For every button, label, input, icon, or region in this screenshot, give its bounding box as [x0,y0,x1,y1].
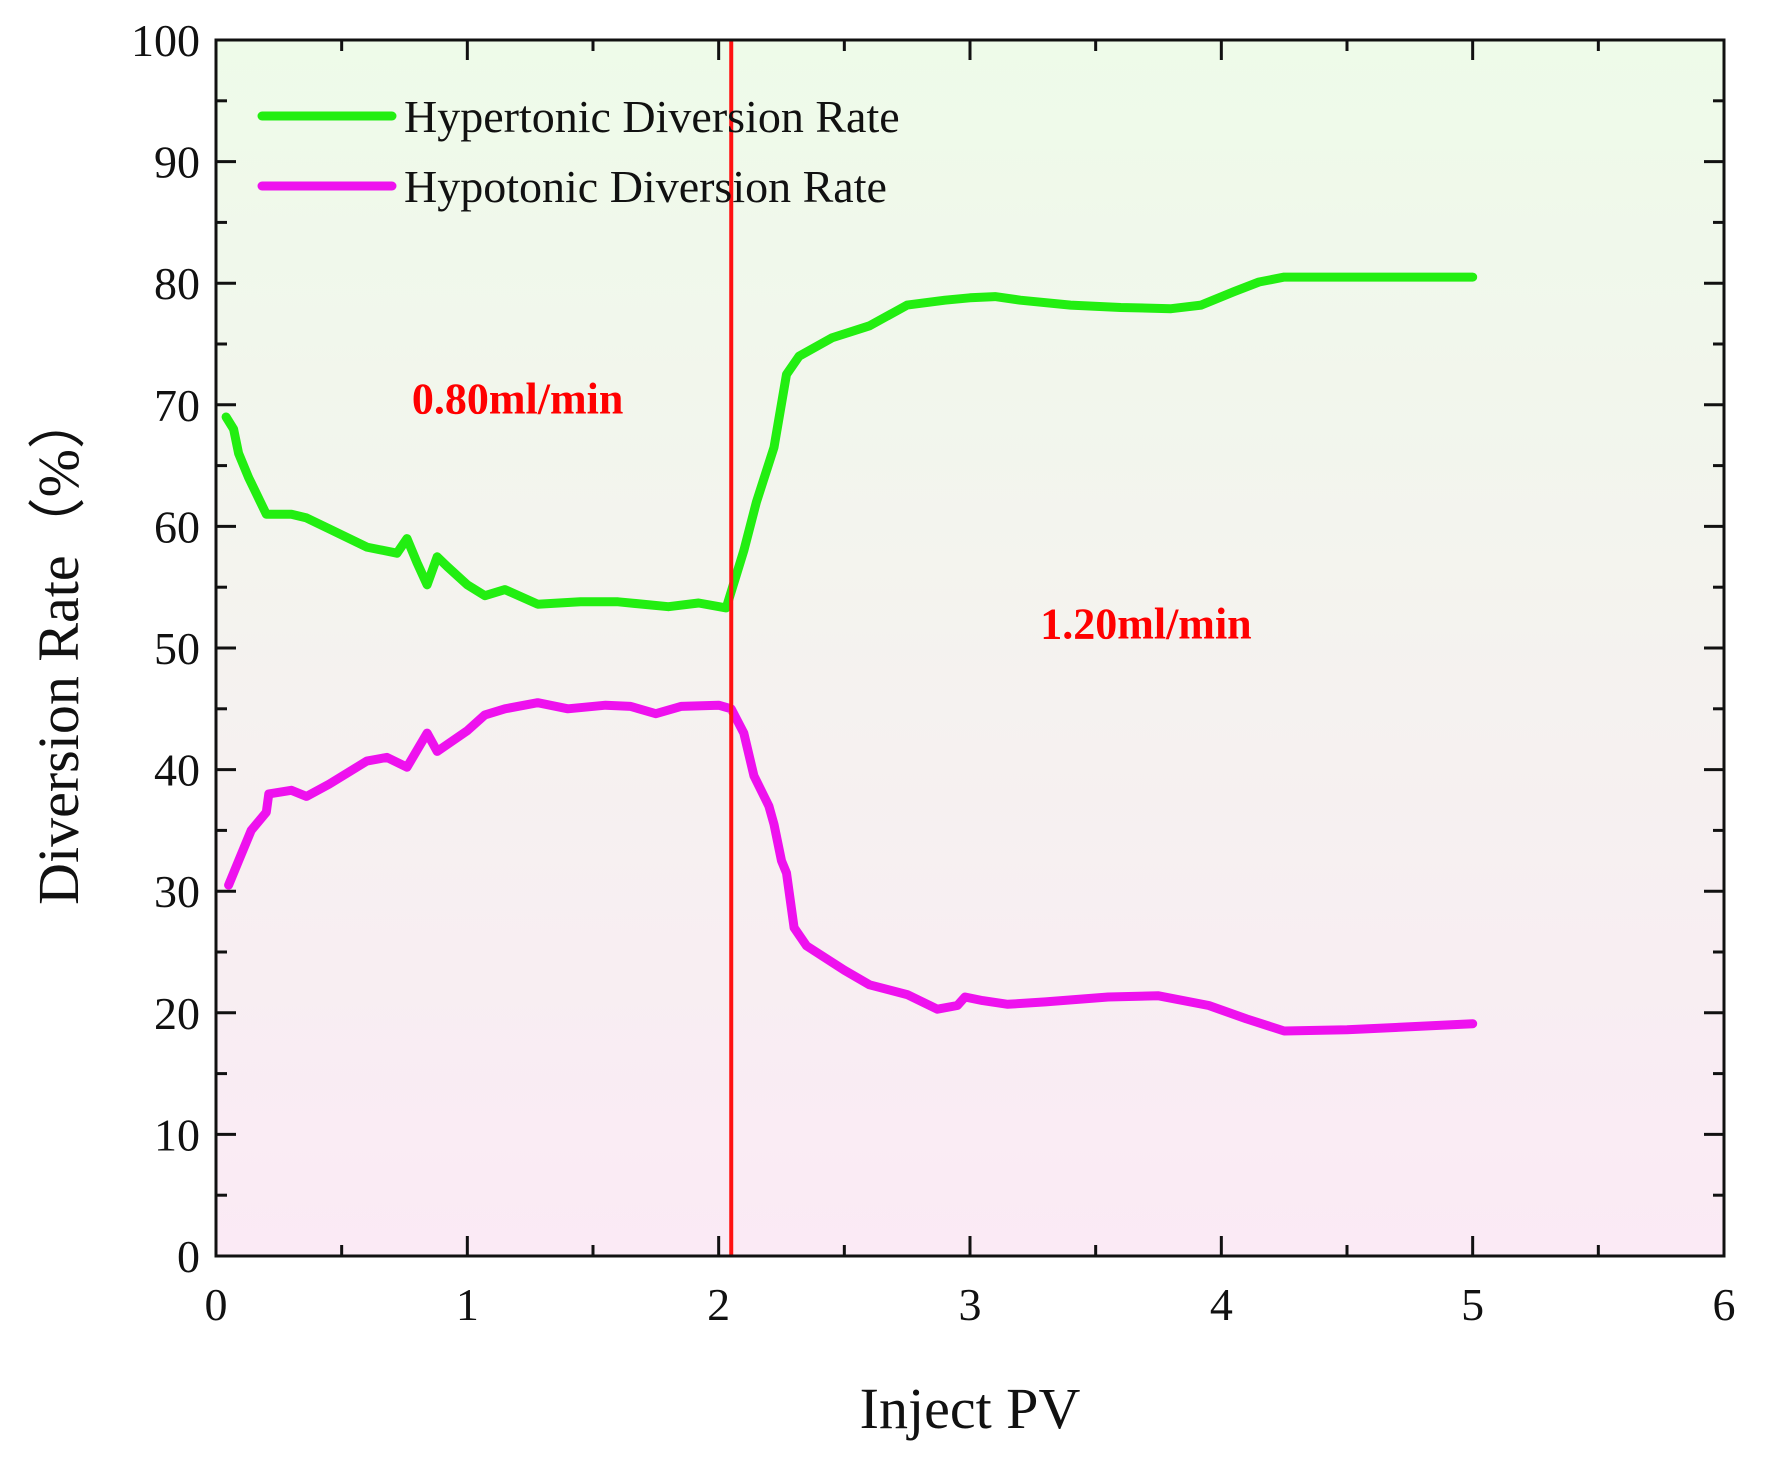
series-layer [221,272,1478,1036]
x-tick-label: 2 [707,1279,730,1330]
hypotonic-series-line [224,698,1478,1036]
axis-ticks [214,38,1726,1258]
x-tick-label: 5 [1461,1279,1484,1330]
x-axis-title: Inject PV [860,1376,1081,1441]
y-tick-label: 30 [154,866,200,917]
y-tick-label: 0 [177,1231,200,1282]
y-tick-label: 10 [154,1109,200,1160]
plot-frame [214,38,1726,1258]
annotation-low-rate: 0.80ml/min [412,374,623,423]
y-tick-label: 60 [154,501,200,552]
y-tick-label: 80 [154,258,200,309]
x-tick-label: 3 [959,1279,982,1330]
x-tick-label: 0 [205,1279,228,1330]
y-tick-label: 50 [154,623,200,674]
y-tick-label: 90 [154,137,200,188]
x-tick-label: 1 [456,1279,479,1330]
y-tick-label: 40 [154,745,200,796]
legend-label-hypertonic: Hypertonic Diversion Rate [404,91,900,142]
annotation-high-rate: 1.20ml/min [1040,599,1251,648]
legend-label-hypotonic: Hypotonic Diversion Rate [404,161,887,212]
x-tick-label: 6 [1713,1279,1736,1330]
annotations: 0.80ml/min 1.20ml/min [412,374,1252,648]
y-tick-label: 20 [154,988,200,1039]
y-axis-title: Diversion Rate（%） [26,391,91,905]
y-tick-label: 100 [131,15,200,66]
plot-background [216,40,1724,1256]
x-tick-label: 4 [1210,1279,1233,1330]
hypertonic-series-line [221,272,1478,613]
y-tick-label: 70 [154,380,200,431]
legend: Hypertonic Diversion Rate Hypotonic Dive… [257,91,900,212]
